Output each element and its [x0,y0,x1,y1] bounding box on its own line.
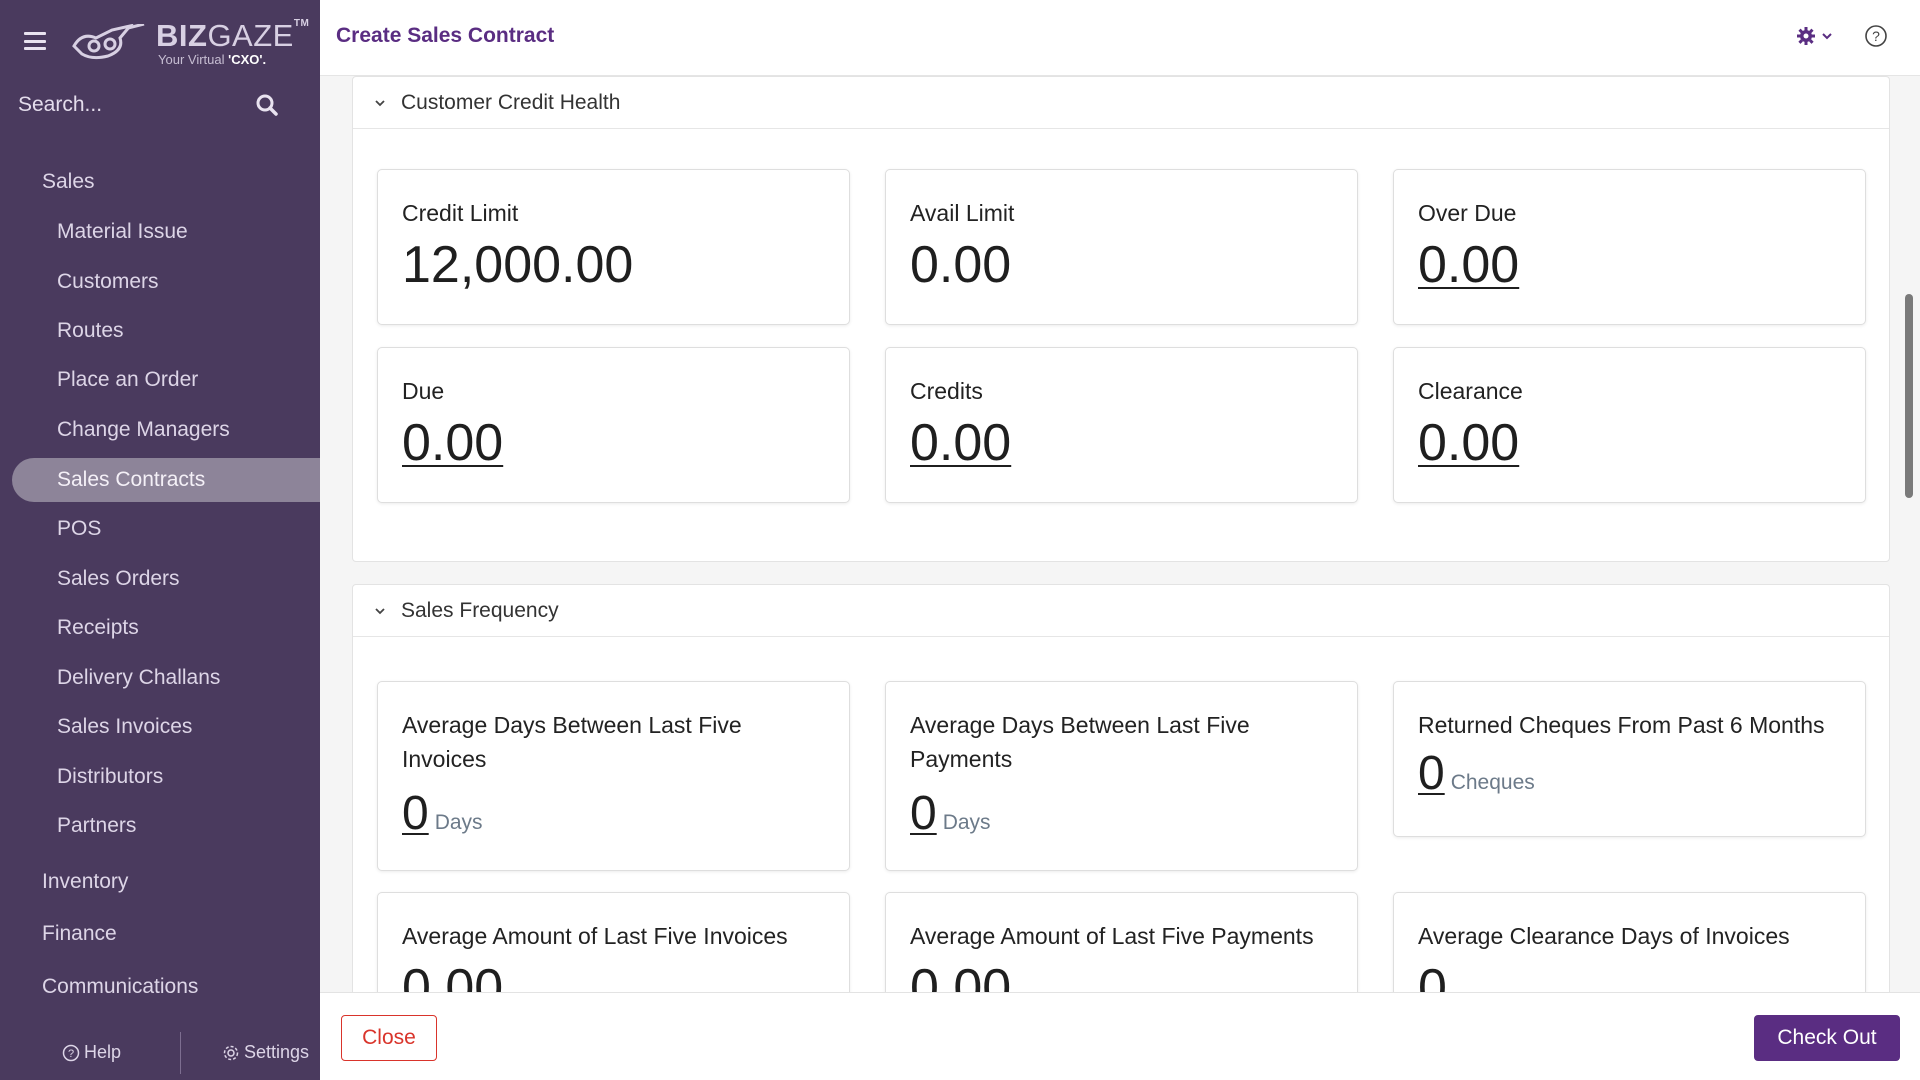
sidebar-top: BIZGAZETM Your Virtual 'CXO'. [0,0,320,80]
section-title: Customer Credit Health [401,90,621,114]
search-input[interactable] [18,86,248,124]
sidebar-item-routes[interactable]: Routes [57,319,124,342]
over-due-link[interactable]: 0.00 [1418,236,1520,294]
sidebar-item-finance[interactable]: Finance [42,922,117,945]
due-link[interactable]: 0.00 [402,414,504,472]
card-value: 0.00 [910,236,1012,294]
sidebar-item-sales-orders[interactable]: Sales Orders [57,567,180,590]
card-label: Over Due [1418,200,1517,226]
avg-amount-payments-card: Average Amount of Last Five Payments 0.0… [885,892,1358,992]
sidebar-item-place-an-order[interactable]: Place an Order [57,368,199,391]
sidebar-item-inventory[interactable]: Inventory [42,870,129,893]
help-icon[interactable]: ? [1864,24,1888,48]
unit-label: Days [942,811,991,834]
clearance-card: Clearance 0.00 [1393,347,1866,503]
avg-clearance-days-link[interactable]: 0 [1418,959,1447,992]
sales-frequency-panel: Sales Frequency Average Days Between Las… [352,584,1890,992]
content-scrollbar[interactable] [1905,294,1913,498]
sales-frequency-header[interactable]: Sales Frequency [353,585,1889,637]
over-due-card: Over Due 0.00 [1393,169,1866,325]
credits-link[interactable]: 0.00 [910,414,1012,472]
card-label: Average Days Between Last Five Payments [910,712,1250,772]
gear-icon [1797,27,1815,45]
help-link[interactable]: ? Help [62,1042,121,1063]
card-label: Average Days Between Last Five Invoices [402,712,742,772]
sidebar-item-material-issue[interactable]: Material Issue [57,220,188,243]
unit-label: Cheques [1450,771,1535,794]
card-value: 12,000.00 [402,236,634,294]
credit-limit-card: Credit Limit 12,000.00 [377,169,850,325]
avg-days-payments-link[interactable]: 0 [910,787,937,840]
chevron-down-icon [375,607,385,614]
credit-health-panel: Customer Credit Health Credit Limit 12,0… [352,76,1890,562]
section-title: Sales Frequency [401,598,559,622]
help-label: Help [84,1042,122,1062]
card-label: Returned Cheques From Past 6 Months [1418,712,1825,738]
check-out-button[interactable]: Check Out [1754,1015,1900,1061]
help-circle-icon: ? [62,1044,80,1061]
page-title: Create Sales Contract [336,24,555,47]
search-icon[interactable] [256,94,278,116]
sidebar-item-sales[interactable]: Sales [42,170,95,193]
chevron-down-icon [1822,33,1832,40]
avg-days-invoices-card: Average Days Between Last Five Invoices … [377,681,850,871]
brand-logo[interactable]: BIZGAZETM Your Virtual 'CXO'. [72,18,309,68]
sidebar-item-pos[interactable]: POS [57,517,102,540]
avg-days-payments-card: Average Days Between Last Five Payments … [885,681,1358,871]
card-label: Average Amount of Last Five Invoices [402,923,788,949]
sidebar-item-delivery-challans[interactable]: Delivery Challans [57,666,221,689]
avg-amount-invoices-card: Average Amount of Last Five Invoices 0.0… [377,892,850,992]
svg-text:?: ? [1872,28,1880,44]
avg-amount-invoices-link[interactable]: 0.00 [402,959,504,992]
card-label: Average Clearance Days of Invoices [1418,923,1790,949]
sidebar: BIZGAZETM Your Virtual 'CXO'. Sales Mater… [0,0,320,1080]
card-label: Average Amount of Last Five Payments [910,923,1314,949]
sidebar-item-partners[interactable]: Partners [57,814,137,837]
close-button[interactable]: Close [341,1015,437,1061]
sidebar-item-receipts[interactable]: Receipts [57,616,139,639]
sidebar-footer: ? Help Settings [0,1030,320,1074]
brand-name: BIZGAZETM [156,18,310,53]
brand-tagline: Your Virtual 'CXO'. [158,52,267,67]
avg-days-invoices-link[interactable]: 0 [402,787,429,840]
main-content[interactable]: Customer Credit Health Credit Limit 12,0… [320,76,1920,992]
avail-limit-card: Avail Limit 0.00 [885,169,1358,325]
card-label: Credit Limit [402,200,519,226]
sidebar-search [0,86,320,124]
sidebar-item-communications[interactable]: Communications [42,975,199,998]
card-label: Due [402,378,445,404]
unit-label: Days [434,811,483,834]
sidebar-item-customers[interactable]: Customers [57,270,159,293]
hamburger-menu-icon[interactable] [24,32,46,50]
clearance-link[interactable]: 0.00 [1418,414,1520,472]
action-footer: Close Check Out [320,992,1920,1080]
sidebar-item-sales-invoices[interactable]: Sales Invoices [57,715,193,738]
settings-dropdown[interactable] [1796,26,1834,46]
svg-text:?: ? [68,1048,74,1060]
gear-icon [223,1045,239,1060]
avg-amount-payments-link[interactable]: 0.00 [910,959,1012,992]
settings-label: Settings [244,1042,310,1062]
credit-health-header[interactable]: Customer Credit Health [353,77,1889,129]
card-label: Credits [910,378,983,404]
returned-cheques-card: Returned Cheques From Past 6 Months 0 Che… [1393,681,1866,837]
credits-card: Credits 0.00 [885,347,1358,503]
chevron-down-icon [375,99,385,106]
avg-clearance-days-card: Average Clearance Days of Invoices 0 [1393,892,1866,992]
page-header: Create Sales Contract ? [320,0,1920,76]
sidebar-item-sales-contracts[interactable]: Sales Contracts [12,458,320,502]
returned-cheques-link[interactable]: 0 [1418,747,1445,800]
due-card: Due 0.00 [377,347,850,503]
sidebar-item-change-managers[interactable]: Change Managers [57,418,230,441]
settings-link[interactable]: Settings [222,1042,309,1063]
owl-logo-icon [72,24,145,60]
card-label: Clearance [1418,378,1523,404]
sidebar-item-distributors[interactable]: Distributors [57,765,164,788]
footer-divider [180,1032,181,1074]
card-label: Avail Limit [910,200,1015,226]
